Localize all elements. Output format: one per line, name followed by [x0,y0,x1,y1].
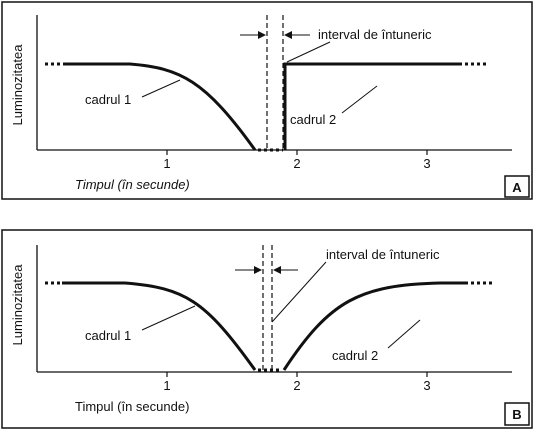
panel-frame [1,229,533,429]
panel-label: A [512,180,522,195]
frame2-label: cadrul 2 [332,348,378,363]
leader [141,79,181,98]
x-tick-label: 2 [293,378,300,393]
frame2-curve [282,281,468,371]
x-tick-label: 3 [423,378,430,393]
interval-label: interval de întuneric [318,27,432,42]
panel-label: B [512,407,521,422]
y-label: Luminozitatea [10,44,25,126]
leader [341,85,378,114]
leader [271,261,327,323]
frame1-curve [65,62,257,151]
panel-a: interval de întuneric cadrul 1 cadrul 2 … [1,1,533,200]
leader [387,319,421,349]
leader [286,41,331,63]
panel-frame [1,1,533,200]
frame1-curve [62,281,257,371]
label-box [504,402,530,426]
frame2-label: cadrul 2 [290,112,336,127]
frame2-curve [283,62,462,150]
x-tick-label: 1 [163,156,170,171]
frame1-label: cadrul 1 [85,328,131,343]
x-tick-label: 1 [163,378,170,393]
interval-label: interval de întuneric [326,247,440,262]
x-tick-label: 2 [293,156,300,171]
frame1-label: cadrul 1 [85,92,131,107]
x-label: Timpul (în secunde) [75,177,190,192]
label-box [504,175,530,198]
leader [141,305,196,331]
panel-b: interval de întuneric cadrul 1 cadrul 2 … [1,229,533,429]
x-tick-label: 3 [423,156,430,171]
y-label: Luminozitatea [10,264,25,346]
x-label: Timpul (în secunde) [75,399,189,414]
